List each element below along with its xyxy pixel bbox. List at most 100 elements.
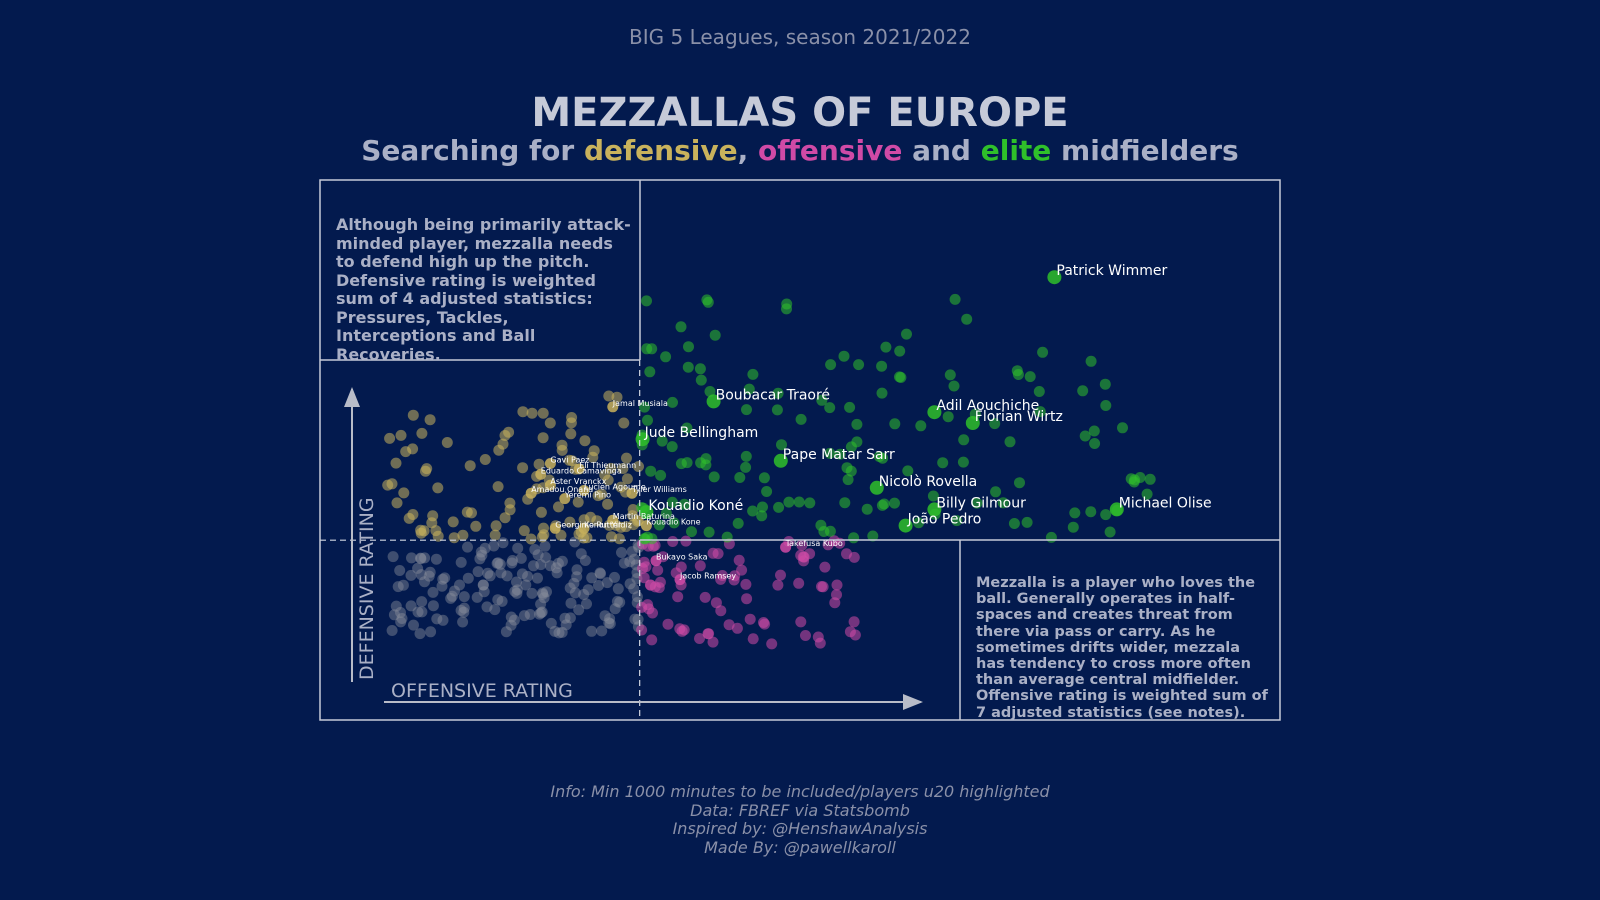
player-name-label: Takefusa Kubo (785, 539, 843, 548)
elite-player-point (761, 486, 773, 497)
highlighted-player-point (549, 522, 561, 534)
elite-player-point (758, 472, 770, 484)
highlighted-player-point (535, 468, 547, 480)
elite-player-point (1011, 365, 1023, 377)
defensive-player-point (565, 428, 577, 440)
player-name-label: Lucien Agoume (584, 483, 646, 492)
neutral-player-point (586, 572, 598, 584)
elite-player-point (895, 372, 907, 383)
neutral-player-point (512, 542, 524, 554)
neutral-player-point (532, 572, 543, 584)
neutral-player-point (573, 604, 585, 616)
neutral-player-point (628, 553, 640, 565)
elite-player-point (740, 461, 752, 473)
elite-player-point (901, 328, 912, 340)
elite-player-point (1037, 346, 1049, 358)
defensive-player-point (620, 521, 632, 533)
elite-player-point (709, 329, 721, 341)
offensive-player-point (710, 597, 722, 609)
neutral-player-point (581, 598, 592, 610)
neutral-player-point (520, 579, 532, 591)
offensive-player-point (848, 616, 860, 628)
neutral-player-point (396, 613, 408, 624)
elite-player-point (1125, 473, 1137, 485)
elite-player-point (666, 496, 678, 508)
player-labels-layer: Patrick Wimmer Boubacar Traoré Adil Aouchi… (531, 263, 1211, 580)
neutral-player-point (425, 626, 437, 638)
elite-player-point (949, 293, 961, 305)
defensive-player-point (553, 501, 564, 513)
elite-player-point (878, 498, 890, 510)
elite-player-point (675, 321, 687, 333)
neutral-player-point (412, 562, 424, 574)
neutral-player-point (618, 557, 630, 569)
neutral-player-point (431, 613, 443, 625)
defensive-player-point (407, 409, 419, 421)
offensive-player-point (772, 579, 784, 591)
neutral-player-point (455, 604, 467, 616)
player-name-label: Jacob Ramsey (679, 572, 736, 581)
elite-player-point (721, 531, 733, 543)
player-name-label: Bukayo Saka (656, 553, 708, 562)
defensive-player-point (591, 515, 603, 527)
neutral-player-point (394, 565, 406, 576)
neutral-player-point (424, 566, 436, 578)
offensive-player-point (646, 634, 658, 646)
neutral-player-point (477, 579, 489, 591)
neutral-player-point (507, 555, 518, 566)
neutral-player-point (522, 570, 534, 582)
neutral-player-point (412, 606, 424, 618)
elite-player-point (781, 298, 793, 310)
highlighted-player-point (1047, 270, 1062, 285)
neutral-player-point (609, 571, 620, 583)
defensive-player-point (489, 529, 501, 541)
elite-player-point (639, 401, 650, 413)
defensive-player-point (538, 529, 550, 541)
offensive-player-point (844, 626, 856, 638)
neutral-player-point (436, 580, 448, 592)
offensive-player-point (672, 591, 684, 603)
elite-player-point (937, 457, 949, 469)
offensive-player-point (647, 607, 658, 619)
elite-player-point (732, 517, 744, 529)
defensive-player-point (599, 469, 611, 481)
elite-player-point (641, 295, 652, 307)
footer-credits: Info: Min 1000 minutes to be included/pl… (0, 782, 1600, 857)
neutral-player-point (492, 594, 504, 606)
elite-player-point (694, 363, 706, 375)
neutral-player-point (501, 570, 513, 582)
defensive-player-point (407, 509, 419, 520)
elite-player-point (773, 501, 785, 513)
neutral-player-point (479, 542, 491, 554)
elite-player-point (1085, 355, 1097, 367)
offensive-player-point (715, 605, 727, 617)
neutral-player-point (474, 553, 486, 565)
elite-player-point (747, 505, 759, 517)
neutral-player-point (454, 579, 465, 591)
neutral-player-point (414, 628, 426, 640)
player-name-label: Florian Wirtz (975, 409, 1063, 425)
offensive-player-point (680, 535, 692, 547)
defensive-player-point (544, 417, 556, 429)
elite-player-point (889, 418, 901, 430)
offensive-player-point (729, 570, 741, 582)
neutral-player-point (509, 585, 521, 597)
elite-player-point (876, 387, 888, 399)
elite-player-point (641, 343, 653, 355)
neutral-player-point (612, 583, 624, 595)
elite-player-point (700, 453, 712, 465)
neutral-player-point (544, 560, 556, 572)
neutral-player-point (611, 595, 623, 607)
neutral-player-point (437, 573, 449, 585)
neutral-player-point (390, 600, 402, 612)
elite-player-point (1045, 531, 1057, 543)
defensive-player-point (578, 514, 590, 526)
elite-player-point (842, 474, 854, 486)
elite-player-point (942, 411, 954, 423)
highlighted-player-point (578, 485, 590, 496)
y-axis-label: DEFENSIVE RATING (356, 497, 378, 680)
neutral-player-point (392, 581, 404, 593)
offensive-player-point (817, 581, 829, 593)
elite-player-point (740, 450, 752, 462)
elite-player-point (638, 533, 650, 545)
